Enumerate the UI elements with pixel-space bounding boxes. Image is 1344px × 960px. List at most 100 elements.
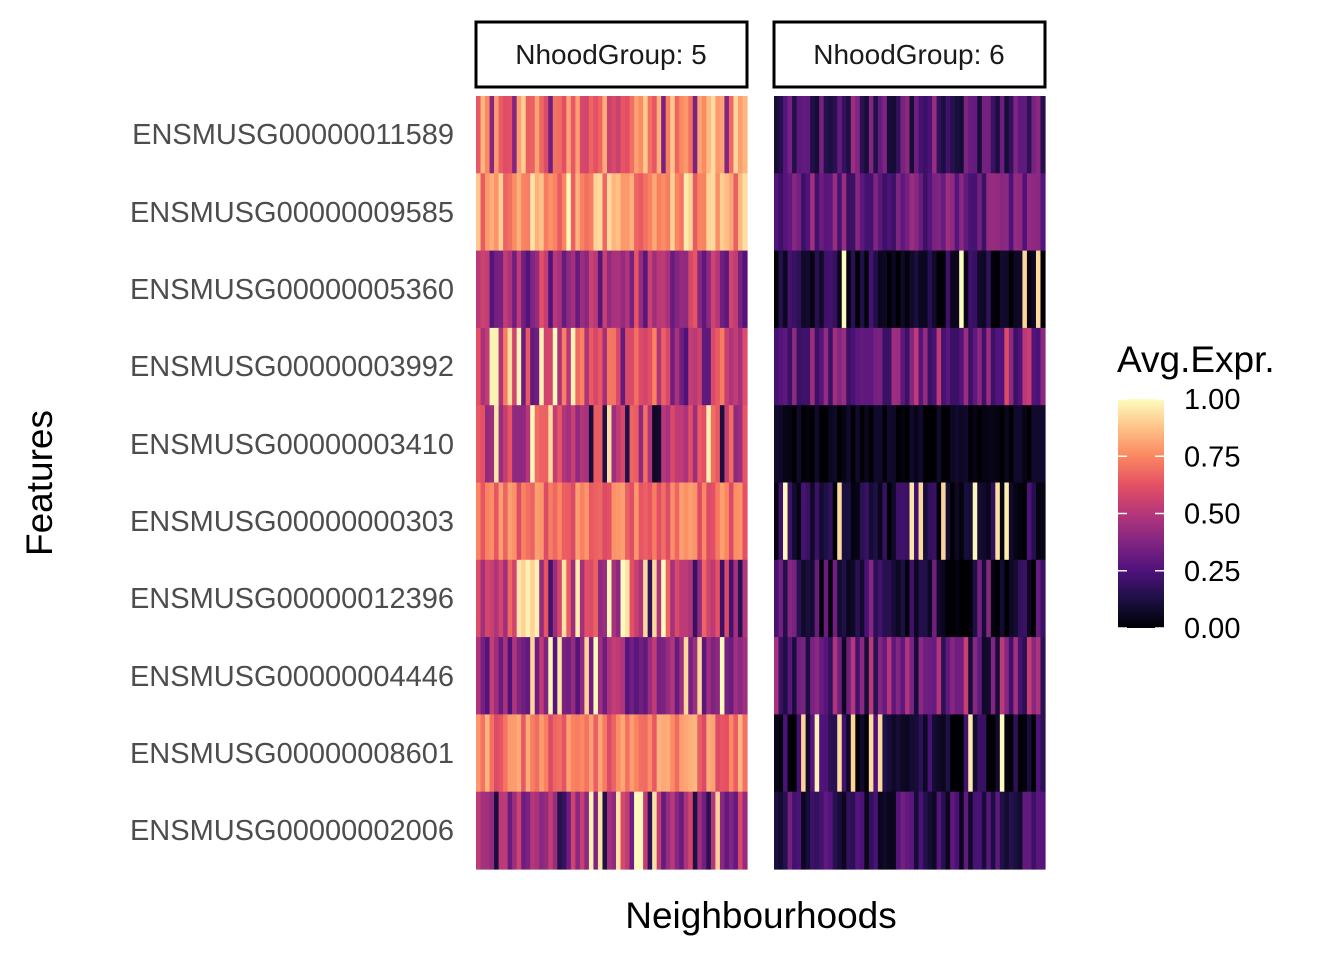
heatmap-cell: [498, 714, 504, 793]
heatmap-cell: [837, 791, 843, 870]
heatmap-cell: [647, 714, 653, 793]
heatmap-cell: [516, 559, 522, 638]
heatmap-cell: [945, 405, 951, 484]
heatmap-cell: [832, 250, 838, 329]
heatmap-cell: [1017, 173, 1024, 252]
heatmap-cell: [932, 250, 938, 329]
heatmap-cell: [507, 559, 513, 638]
heatmap-cell: [625, 327, 631, 406]
heatmap-cell: [561, 173, 567, 252]
heatmap-cell: [521, 173, 527, 252]
heatmap-cell: [638, 405, 644, 484]
heatmap-cell: [692, 250, 698, 329]
heatmap-cell: [557, 250, 563, 329]
heatmap-cell: [706, 327, 712, 406]
heatmap-cell: [814, 173, 820, 252]
heatmap-cell: [954, 637, 960, 715]
heatmap-cell: [606, 96, 613, 174]
heatmap-cell: [959, 791, 965, 870]
heatmap-cell: [936, 637, 942, 715]
heatmap-cell: [548, 714, 554, 793]
heatmap-cell: [606, 250, 613, 329]
heatmap-cell: [986, 559, 992, 638]
heatmap-cell: [796, 637, 802, 715]
heatmap-cell: [841, 791, 847, 870]
heatmap-cell: [512, 327, 518, 406]
heatmap-cell: [945, 714, 951, 793]
heatmap-cell: [914, 714, 920, 793]
heatmap-cell: [670, 714, 676, 793]
heatmap-cell: [1004, 173, 1010, 252]
heatmap-cell: [774, 327, 780, 406]
heatmap-cell: [954, 559, 960, 638]
heatmap-cell: [990, 96, 996, 174]
heatmap-cell: [579, 96, 585, 174]
heatmap-cell: [828, 714, 834, 793]
heatmap-cell: [823, 714, 829, 793]
heatmap-cell: [588, 405, 595, 484]
heatmap-cell: [959, 173, 965, 252]
legend: Avg.Expr. 1.00 0.75 0.50 0.25 0.00: [1117, 339, 1275, 645]
heatmap-cell: [972, 96, 978, 174]
heatmap-cell: [652, 173, 658, 252]
heatmap-cell: [850, 791, 856, 870]
heatmap-cell: [999, 96, 1005, 174]
heatmap-cell: [525, 327, 531, 406]
heatmap-cell: [796, 405, 802, 484]
heatmap-cell: [814, 714, 820, 793]
heatmap-cell: [895, 482, 902, 561]
heatmap-cell: [778, 791, 784, 870]
heatmap-cell: [837, 250, 843, 329]
legend-tick-label: 0.00: [1184, 613, 1240, 645]
heatmap-cell: [968, 559, 974, 638]
heatmap-cell: [606, 714, 613, 793]
heatmap-cell: [959, 482, 965, 561]
heatmap-cell: [629, 559, 635, 638]
heatmap-cell: [801, 559, 807, 638]
heatmap-cell: [954, 250, 960, 329]
heatmap-cell: [823, 96, 829, 174]
heatmap-cell: [864, 327, 870, 406]
heatmap-cell: [963, 250, 969, 329]
heatmap-cell: [737, 96, 744, 174]
heatmap-cell: [683, 637, 689, 715]
heatmap-cell: [959, 559, 965, 638]
heatmap-cell: [832, 791, 838, 870]
heatmap-cell: [611, 714, 617, 793]
heatmap-cell: [859, 96, 865, 174]
heatmap-cell: [507, 482, 513, 561]
heatmap-cell: [895, 96, 902, 174]
heatmap-cell: [796, 791, 802, 870]
heatmap-cell: [561, 327, 567, 406]
heatmap-cell: [728, 714, 735, 793]
heatmap-cell: [688, 482, 694, 561]
heatmap-cell: [724, 173, 730, 252]
heatmap-cell: [1040, 405, 1046, 484]
heatmap-cell: [476, 637, 482, 715]
heatmap-cell: [548, 250, 554, 329]
heatmap-cell: [670, 96, 676, 174]
heatmap-cell: [706, 791, 712, 870]
heatmap-cell: [665, 250, 671, 329]
heatmap-cell: [918, 405, 924, 484]
heatmap-cell: [548, 482, 554, 561]
heatmap-cell: [715, 173, 721, 252]
heatmap-cell: [787, 714, 793, 793]
heatmap-cell: [561, 637, 567, 715]
heatmap-cell: [530, 327, 536, 406]
heatmap-cell: [900, 327, 906, 406]
heatmap-cell: [737, 250, 744, 329]
heatmap-cell: [674, 327, 680, 406]
heatmap-cell: [476, 559, 482, 638]
heatmap-cell: [503, 405, 509, 484]
heatmap-cell: [792, 791, 798, 870]
heatmap-cell: [719, 327, 726, 406]
heatmap-cell: [616, 96, 622, 174]
heatmap-cell: [742, 482, 748, 561]
heatmap-cell: [927, 173, 933, 252]
heatmap-cell: [810, 173, 816, 252]
heatmap-cell: [647, 96, 653, 174]
heatmap-cell: [1013, 250, 1019, 329]
heatmap-cell: [868, 637, 874, 715]
heatmap-cell: [606, 559, 613, 638]
